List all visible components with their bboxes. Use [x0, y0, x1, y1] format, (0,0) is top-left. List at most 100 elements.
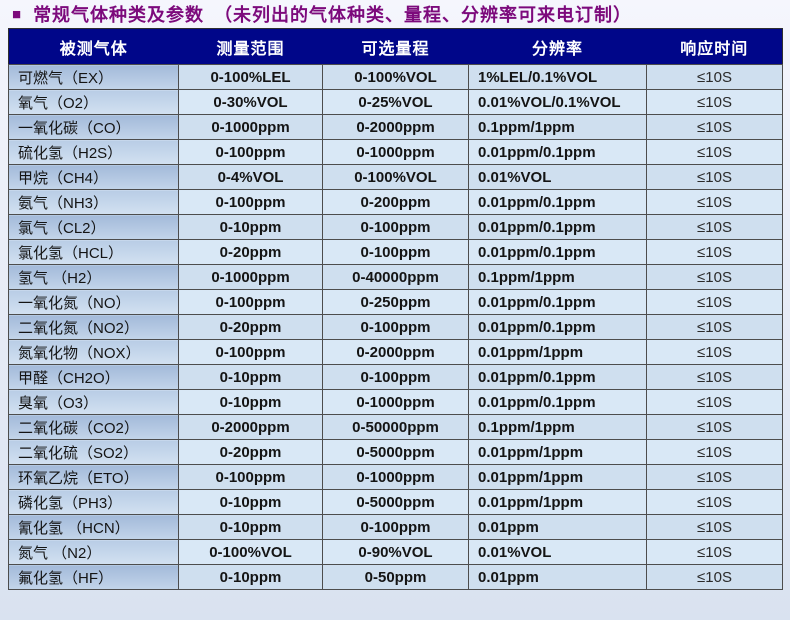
table-row: 氨气（NH3） 0-100ppm 0-200ppm 0.01ppm/0.1ppm ≤10…: [8, 189, 783, 215]
resolution-cell: 0.01ppm/0.1ppm: [468, 239, 647, 265]
gas-name-cell: 氨气（NH3）: [8, 189, 179, 215]
resolution-cell: 0.01ppm: [468, 564, 647, 590]
optional-scale-cell: 0-40000ppm: [322, 264, 469, 290]
gas-name-cell: 一氧化碳（CO）: [8, 114, 179, 140]
resolution-cell: 0.1ppm/1ppm: [468, 414, 647, 440]
resolution-cell: 0.01ppm/0.1ppm: [468, 139, 647, 165]
response-time-cell: ≤10S: [646, 539, 783, 565]
page-title: 常规气体种类及参数: [33, 5, 205, 25]
measure-range-cell: 0-100ppm: [178, 289, 323, 315]
optional-scale-cell: 0-90%VOL: [322, 539, 469, 565]
table-row: 一氧化碳（CO） 0-1000ppm 0-2000ppm 0.1ppm/1ppm ≤10…: [8, 114, 783, 140]
measure-range-cell: 0-20ppm: [178, 314, 323, 340]
gas-name-cell: 一氧化氮（NO）: [8, 289, 179, 315]
optional-scale-cell: 0-1000ppm: [322, 139, 469, 165]
table-row: 氧气（O2） 0-30%VOL 0-25%VOL 0.01%VOL/0.1%VOL ≤1…: [8, 89, 783, 115]
response-time-cell: ≤10S: [646, 314, 783, 340]
table-row: 二氧化硫（SO2） 0-20ppm 0-5000ppm 0.01ppm/1ppm ≤10…: [8, 439, 783, 465]
optional-scale-cell: 0-5000ppm: [322, 489, 469, 515]
table-row: 可燃气（EX） 0-100%LEL 0-100%VOL 1%LEL/0.1%VOL ≤1…: [8, 64, 783, 90]
measure-range-cell: 0-10ppm: [178, 489, 323, 515]
response-time-cell: ≤10S: [646, 89, 783, 115]
optional-scale-cell: 0-50000ppm: [322, 414, 469, 440]
measure-range-cell: 0-100ppm: [178, 464, 323, 490]
resolution-cell: 0.01ppm/1ppm: [468, 339, 647, 365]
gas-name-cell: 氧气（O2）: [8, 89, 179, 115]
gas-name-cell: 氮氧化物（NOX）: [8, 339, 179, 365]
resolution-cell: 0.01ppm/0.1ppm: [468, 214, 647, 240]
gas-name-cell: 二氧化碳（CO2）: [8, 414, 179, 440]
header-gas-name: 被测气体: [8, 28, 179, 65]
table-row: 氟化氢（HF） 0-10ppm 0-50ppm 0.01ppm ≤10S: [8, 564, 783, 590]
measure-range-cell: 0-20ppm: [178, 439, 323, 465]
page-title-bar: ■ 常规气体种类及参数 （未列出的气体种类、量程、分辨率可来电订制）: [0, 0, 790, 28]
response-time-cell: ≤10S: [646, 64, 783, 90]
header-resolution: 分辨率: [468, 28, 647, 65]
optional-scale-cell: 0-200ppm: [322, 189, 469, 215]
gas-name-cell: 环氧乙烷（ETO）: [8, 464, 179, 490]
response-time-cell: ≤10S: [646, 414, 783, 440]
table-row: 氢气 （H2） 0-1000ppm 0-40000ppm 0.1ppm/1ppm ≤10…: [8, 264, 783, 290]
response-time-cell: ≤10S: [646, 464, 783, 490]
resolution-cell: 0.01ppm/0.1ppm: [468, 189, 647, 215]
gas-name-cell: 臭氧（O3）: [8, 389, 179, 415]
response-time-cell: ≤10S: [646, 264, 783, 290]
table-row: 氯化氢（HCL） 0-20ppm 0-100ppm 0.01ppm/0.1ppm ≤10…: [8, 239, 783, 265]
measure-range-cell: 0-10ppm: [178, 564, 323, 590]
table-row: 二氧化氮（NO2） 0-20ppm 0-100ppm 0.01ppm/0.1ppm ≤1…: [8, 314, 783, 340]
optional-scale-cell: 0-100%VOL: [322, 64, 469, 90]
resolution-cell: 0.1ppm/1ppm: [468, 264, 647, 290]
optional-scale-cell: 0-100ppm: [322, 514, 469, 540]
table-row: 氮氧化物（NOX） 0-100ppm 0-2000ppm 0.01ppm/1ppm ≤1…: [8, 339, 783, 365]
table-row: 二氧化碳（CO2） 0-2000ppm 0-50000ppm 0.1ppm/1ppm ≤…: [8, 414, 783, 440]
resolution-cell: 1%LEL/0.1%VOL: [468, 64, 647, 90]
response-time-cell: ≤10S: [646, 114, 783, 140]
response-time-cell: ≤10S: [646, 289, 783, 315]
measure-range-cell: 0-100%LEL: [178, 64, 323, 90]
gas-name-cell: 氟化氢（HF）: [8, 564, 179, 590]
measure-range-cell: 0-20ppm: [178, 239, 323, 265]
table-row: 臭氧（O3） 0-10ppm 0-1000ppm 0.01ppm/0.1ppm ≤10S: [8, 389, 783, 415]
optional-scale-cell: 0-100ppm: [322, 214, 469, 240]
measure-range-cell: 0-1000ppm: [178, 264, 323, 290]
optional-scale-cell: 0-1000ppm: [322, 464, 469, 490]
resolution-cell: 0.01ppm/1ppm: [468, 464, 647, 490]
page-title-note: （未列出的气体种类、量程、分辨率可来电订制）: [214, 5, 633, 25]
resolution-cell: 0.01ppm/1ppm: [468, 439, 647, 465]
gas-parameters-table: 被测气体 测量范围 可选量程 分辨率 响应时间 可燃气（EX） 0-100%LEL…: [8, 28, 783, 590]
response-time-cell: ≤10S: [646, 389, 783, 415]
optional-scale-cell: 0-5000ppm: [322, 439, 469, 465]
resolution-cell: 0.01ppm/0.1ppm: [468, 364, 647, 390]
table-row: 磷化氢（PH3） 0-10ppm 0-5000ppm 0.01ppm/1ppm ≤10S: [8, 489, 783, 515]
gas-name-cell: 氰化氢 （HCN）: [8, 514, 179, 540]
gas-name-cell: 甲烷（CH4）: [8, 164, 179, 190]
gas-name-cell: 氯化氢（HCL）: [8, 239, 179, 265]
resolution-cell: 0.1ppm/1ppm: [468, 114, 647, 140]
measure-range-cell: 0-2000ppm: [178, 414, 323, 440]
measure-range-cell: 0-100ppm: [178, 189, 323, 215]
response-time-cell: ≤10S: [646, 189, 783, 215]
response-time-cell: ≤10S: [646, 339, 783, 365]
gas-name-cell: 二氧化硫（SO2）: [8, 439, 179, 465]
response-time-cell: ≤10S: [646, 439, 783, 465]
optional-scale-cell: 0-1000ppm: [322, 389, 469, 415]
gas-name-cell: 氮气 （N2）: [8, 539, 179, 565]
gas-name-cell: 磷化氢（PH3）: [8, 489, 179, 515]
measure-range-cell: 0-10ppm: [178, 514, 323, 540]
response-time-cell: ≤10S: [646, 139, 783, 165]
gas-name-cell: 硫化氢（H2S）: [8, 139, 179, 165]
table-row: 甲醛（CH2O） 0-10ppm 0-100ppm 0.01ppm/0.1ppm ≤10…: [8, 364, 783, 390]
optional-scale-cell: 0-100ppm: [322, 314, 469, 340]
optional-scale-cell: 0-100ppm: [322, 239, 469, 265]
table-row: 一氧化氮（NO） 0-100ppm 0-250ppm 0.01ppm/0.1ppm ≤1…: [8, 289, 783, 315]
response-time-cell: ≤10S: [646, 164, 783, 190]
gas-name-cell: 可燃气（EX）: [8, 64, 179, 90]
measure-range-cell: 0-30%VOL: [178, 89, 323, 115]
gas-name-cell: 甲醛（CH2O）: [8, 364, 179, 390]
table-header-row: 被测气体 测量范围 可选量程 分辨率 响应时间: [8, 28, 783, 65]
optional-scale-cell: 0-100%VOL: [322, 164, 469, 190]
measure-range-cell: 0-100ppm: [178, 339, 323, 365]
response-time-cell: ≤10S: [646, 239, 783, 265]
resolution-cell: 0.01ppm/1ppm: [468, 489, 647, 515]
resolution-cell: 0.01%VOL: [468, 539, 647, 565]
